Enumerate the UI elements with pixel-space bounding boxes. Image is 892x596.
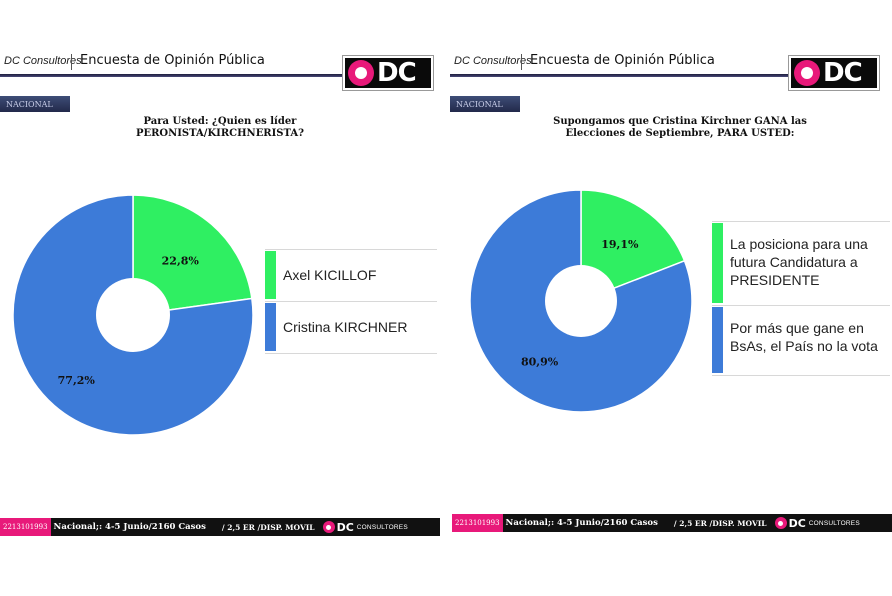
panel-header: DC Consultores Encuesta de Opinión Públi… [450,50,892,78]
footer-phone: 2213101993 [0,518,51,536]
slice-value-label: 22,8% [162,255,200,268]
legend-label: Cristina KIRCHNER [283,319,408,335]
legend-divider [712,375,890,376]
footer-extra: / 2,5 ER /DISP. MOVIL [221,522,315,532]
survey-panel-right: DC Consultores Encuesta de Opinión Públi… [450,0,892,596]
slice-value-label: 19,1% [601,238,639,251]
legend-label: Axel KICILLOF [283,267,377,283]
legend-divider [265,353,437,354]
chart-legend: La posiciona para una futura Candidatura… [712,221,890,376]
header-rule [450,74,795,77]
legend-item: La posiciona para una futura Candidatura… [712,221,890,305]
brand-name: DC Consultores [4,55,82,67]
question-line: Para Usted: ¿Quien es líder [143,116,297,127]
logo-text: DC [377,58,417,88]
question-line: Elecciones de Septiembre, PARA USTED: [565,128,795,139]
question-title: Supongamos que Cristina Kirchner GANA la… [510,116,850,140]
question-line: Supongamos que Cristina Kirchner GANA la… [553,116,807,127]
donut-chart: 22,8% 77,2% [12,194,254,436]
footer-logo: DC CONSULTORES [774,516,860,530]
header-separator [71,54,72,70]
header-rule [0,74,345,77]
pie-slice [12,194,254,436]
region-tag: NACIONAL [0,96,70,112]
footer-extra: / 2,5 ER /DISP. MOVIL [673,518,767,528]
logo-ring-icon [348,60,374,86]
logo-text: DC [823,58,863,88]
footer-bar: 2213101993 Nacional;: 4-5 Junio/2160 Cas… [0,518,440,536]
donut-hole [96,278,170,352]
legend-swatch [712,307,723,373]
footer-logo: DC CONSULTORES [322,520,408,534]
footer-info: Nacional;: 4-5 Junio/2160 Casos [53,522,206,532]
legend-item: Axel KICILLOF [265,249,437,301]
slice-value-label: 77,2% [58,374,96,387]
legend-swatch [712,223,723,303]
header-title: Encuesta de Opinión Pública [530,53,715,68]
legend-swatch [265,303,276,351]
slice-value-label: 80,9% [521,355,559,368]
footer-logo-text: DC [788,516,806,530]
chart-legend: Axel KICILLOF Cristina KIRCHNER [265,249,437,354]
pie-slice [132,194,253,316]
footer-consultores: CONSULTORES [356,523,408,531]
footer-logo-ring-icon [322,521,335,533]
panel-header: DC Consultores Encuesta de Opinión Públi… [0,50,440,78]
legend-label: La posiciona para una futura Candidatura… [730,236,868,288]
footer-logo-ring-icon [774,517,787,529]
footer-logo-text: DC [336,520,354,534]
footer-bar: 2213101993 Nacional;: 4-5 Junio/2160 Cas… [452,514,892,532]
legend-label: Por más que gane en BsAs, el País no la … [730,320,878,354]
legend-item: Por más que gane en BsAs, el País no la … [712,305,890,375]
header-separator [521,54,522,70]
question-title: Para Usted: ¿Quien es líder PERONISTA/KI… [70,116,370,140]
footer-consultores: CONSULTORES [808,519,860,527]
legend-divider [712,305,890,306]
header-title: Encuesta de Opinión Pública [80,53,265,68]
region-tag: NACIONAL [450,96,520,112]
footer-phone: 2213101993 [452,514,503,532]
logo-ring-icon [794,60,820,86]
legend-item: Cristina KIRCHNER [265,301,437,353]
legend-divider [712,221,890,222]
survey-panel-left: DC Consultores Encuesta de Opinión Públi… [0,0,440,596]
legend-divider [265,249,437,250]
legend-divider [265,301,437,302]
donut-hole [545,265,617,337]
dc-logo: DC [343,56,433,90]
pie-slice [580,189,686,303]
footer-info: Nacional;: 4-5 Junio/2160 Casos [505,518,658,528]
legend-swatch [265,251,276,299]
question-line: PERONISTA/KIRCHNERISTA? [135,128,305,139]
donut-chart: 19,1% 80,9% [469,189,693,413]
dc-logo: DC [789,56,879,90]
brand-name: DC Consultores [454,55,532,67]
